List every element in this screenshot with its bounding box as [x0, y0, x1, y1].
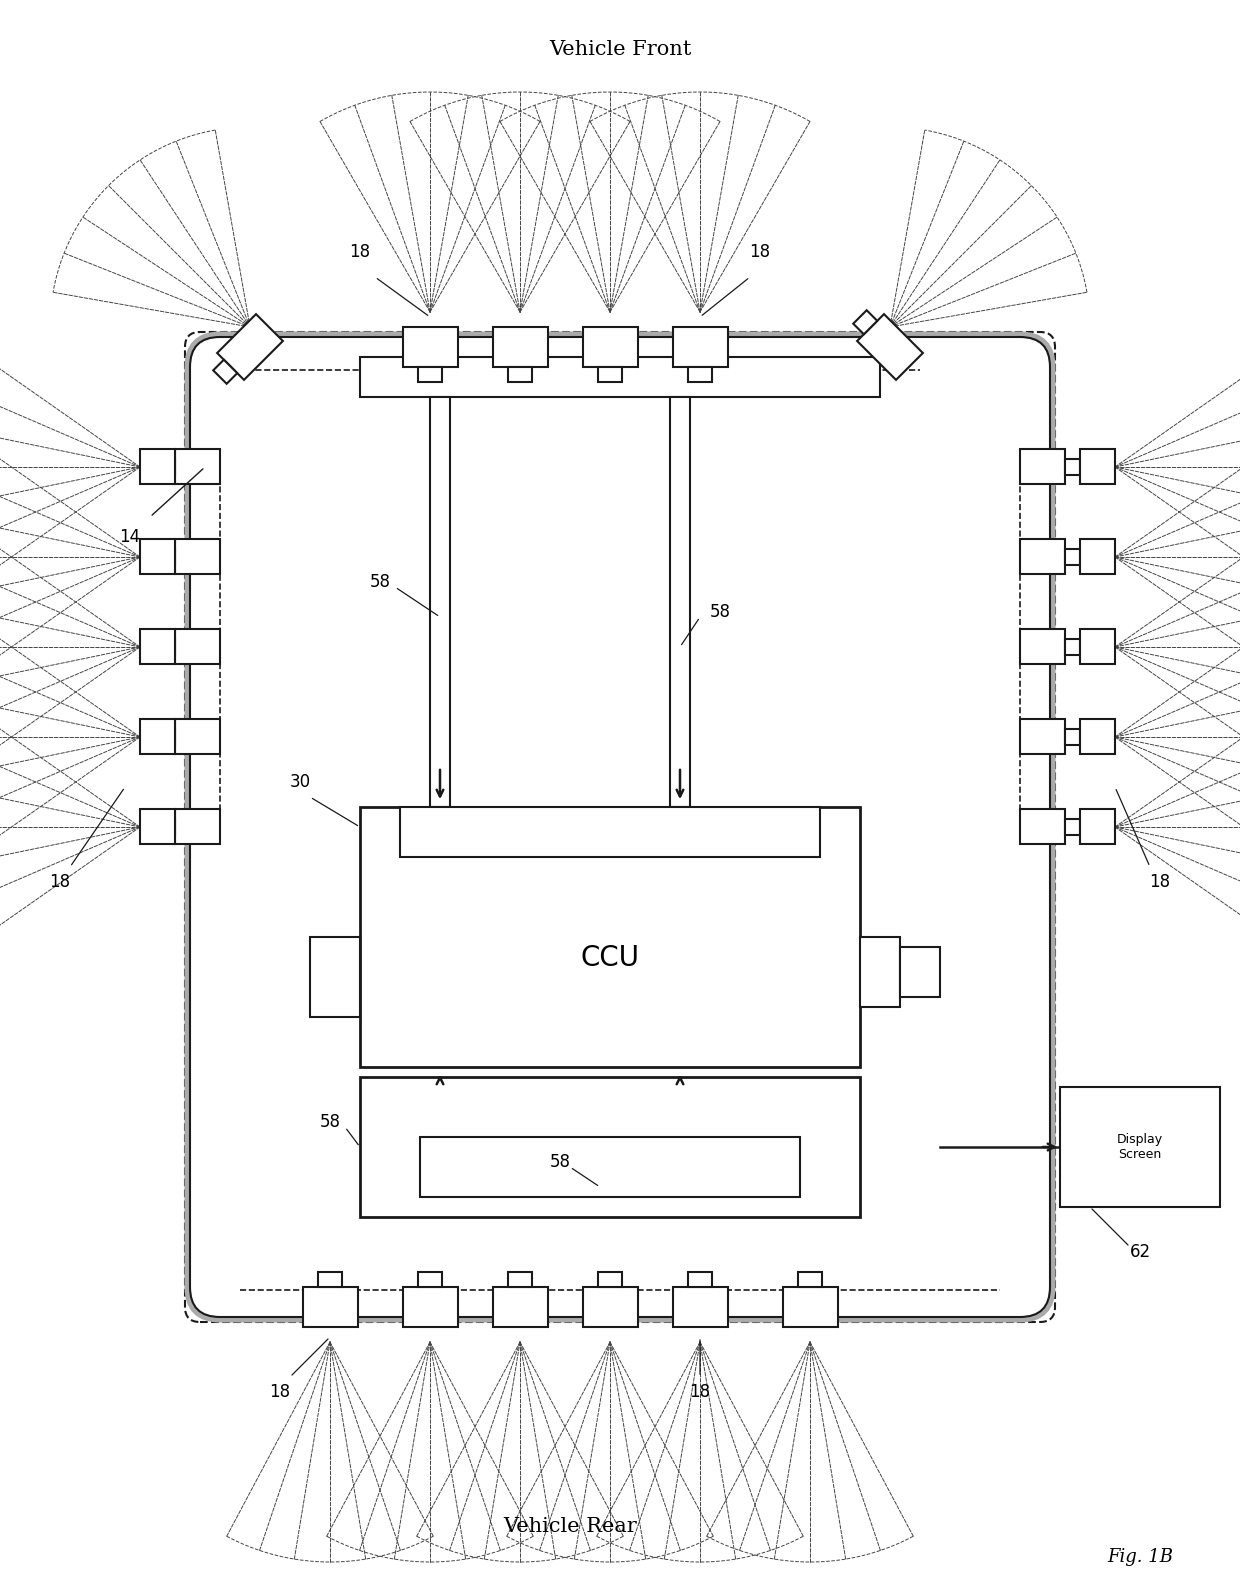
- Text: 58: 58: [370, 573, 391, 590]
- Bar: [1080, 809, 1115, 844]
- Bar: [360, 808, 861, 1066]
- Bar: [140, 540, 175, 574]
- Bar: [782, 1287, 837, 1327]
- Bar: [310, 936, 360, 1017]
- Bar: [140, 630, 175, 665]
- Text: 58: 58: [549, 1154, 570, 1171]
- Bar: [160, 549, 175, 565]
- Bar: [1065, 728, 1080, 744]
- Text: 18: 18: [689, 1382, 711, 1401]
- Bar: [672, 1287, 728, 1327]
- Bar: [418, 1273, 443, 1287]
- Bar: [140, 449, 175, 484]
- Bar: [672, 327, 728, 367]
- Bar: [507, 1273, 532, 1287]
- Bar: [140, 809, 175, 844]
- Bar: [598, 367, 622, 382]
- Text: Vehicle Front: Vehicle Front: [549, 41, 691, 59]
- Bar: [160, 728, 175, 744]
- Polygon shape: [853, 309, 877, 335]
- Text: 62: 62: [1130, 1243, 1151, 1262]
- Bar: [1065, 819, 1080, 835]
- Text: 18: 18: [1149, 873, 1171, 890]
- Bar: [420, 1136, 800, 1197]
- Bar: [583, 327, 637, 367]
- Text: Vehicle Rear: Vehicle Rear: [503, 1517, 637, 1536]
- Bar: [175, 540, 219, 574]
- Text: 18: 18: [50, 873, 71, 890]
- Bar: [688, 1273, 712, 1287]
- Bar: [160, 640, 175, 655]
- Bar: [360, 357, 880, 397]
- Polygon shape: [857, 314, 923, 379]
- Bar: [492, 1287, 548, 1327]
- Bar: [1080, 540, 1115, 574]
- Bar: [861, 936, 900, 1008]
- Text: 18: 18: [749, 243, 770, 260]
- Bar: [900, 947, 940, 997]
- Bar: [175, 719, 219, 754]
- Bar: [1065, 640, 1080, 655]
- Text: 18: 18: [269, 1382, 290, 1401]
- Bar: [401, 808, 820, 857]
- Bar: [1021, 540, 1065, 574]
- Bar: [160, 819, 175, 835]
- Bar: [1021, 809, 1065, 844]
- Bar: [1080, 630, 1115, 665]
- Bar: [430, 397, 450, 808]
- Bar: [507, 367, 532, 382]
- Bar: [598, 1273, 622, 1287]
- Bar: [140, 719, 175, 754]
- Bar: [1021, 719, 1065, 754]
- Bar: [175, 449, 219, 484]
- Bar: [1080, 449, 1115, 484]
- Bar: [688, 367, 712, 382]
- Text: 58: 58: [320, 1112, 341, 1132]
- Bar: [1080, 719, 1115, 754]
- Polygon shape: [217, 314, 283, 379]
- Polygon shape: [213, 360, 237, 384]
- Text: Display
Screen: Display Screen: [1117, 1133, 1163, 1162]
- Bar: [1065, 549, 1080, 565]
- Bar: [1065, 459, 1080, 475]
- Bar: [303, 1287, 357, 1327]
- Bar: [160, 459, 175, 475]
- Bar: [403, 1287, 458, 1327]
- Text: CCU: CCU: [580, 944, 640, 971]
- FancyBboxPatch shape: [190, 336, 1050, 1317]
- Text: Fig. 1B: Fig. 1B: [1107, 1547, 1173, 1566]
- Bar: [175, 809, 219, 844]
- Bar: [403, 327, 458, 367]
- FancyBboxPatch shape: [190, 336, 1050, 1317]
- Text: 14: 14: [119, 528, 140, 546]
- Text: 58: 58: [709, 603, 730, 621]
- Bar: [797, 1273, 822, 1287]
- Bar: [175, 630, 219, 665]
- Bar: [1021, 630, 1065, 665]
- Bar: [317, 1273, 342, 1287]
- Bar: [1060, 1087, 1220, 1208]
- Bar: [360, 1078, 861, 1217]
- Text: 18: 18: [350, 243, 371, 260]
- Bar: [1021, 449, 1065, 484]
- Bar: [583, 1287, 637, 1327]
- Text: 30: 30: [289, 773, 310, 790]
- Bar: [418, 367, 443, 382]
- Bar: [492, 327, 548, 367]
- Bar: [670, 397, 689, 808]
